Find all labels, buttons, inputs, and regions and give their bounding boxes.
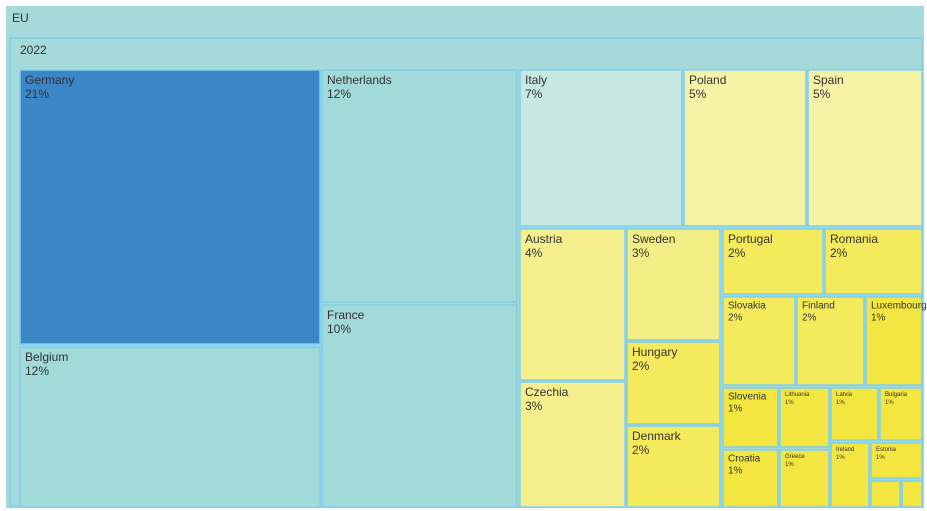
tile-value: 12%: [25, 364, 49, 378]
tile-value: 1%: [836, 455, 845, 461]
tile-value: 1%: [728, 465, 743, 476]
tile-label: Hungary: [632, 345, 677, 359]
tile-value: 5%: [689, 87, 707, 101]
tile-label: France: [327, 308, 365, 322]
tile: [683, 69, 807, 227]
tile-label: Lithuania: [785, 392, 810, 398]
tile-label: Germany: [25, 73, 74, 87]
tile-value: 12%: [327, 87, 351, 101]
tile: [779, 449, 830, 508]
tile: [519, 228, 626, 381]
root-label: EU: [12, 11, 29, 25]
tile-label: Romania: [830, 232, 878, 246]
tile-value: 2%: [728, 246, 746, 260]
tile: [865, 296, 923, 386]
tile-label: Estonia: [876, 447, 897, 453]
tile-label: Poland: [689, 73, 726, 87]
group-label: 2022: [20, 43, 47, 57]
tiny-tile: [870, 480, 901, 508]
tile: [870, 442, 923, 479]
tiny-tile: [901, 480, 923, 508]
tile-label: Finland: [802, 300, 835, 311]
tile: [722, 296, 796, 386]
tile: [626, 341, 721, 425]
tile: [519, 381, 626, 508]
tile-value: 1%: [785, 400, 794, 406]
tile-value: 2%: [830, 246, 848, 260]
tile-value: 2%: [728, 312, 743, 323]
tile-label: Sweden: [632, 232, 675, 246]
tile-value: 10%: [327, 322, 351, 336]
tile: [626, 228, 721, 341]
tile-label: Czechia: [525, 385, 569, 399]
tile-value: 2%: [802, 312, 817, 323]
tile-value: 1%: [785, 462, 794, 468]
tile-value: 3%: [525, 399, 543, 413]
tile: [722, 228, 824, 295]
tile-value: 4%: [525, 246, 543, 260]
tile: [779, 387, 830, 448]
tile: [830, 387, 879, 441]
tile-value: 21%: [25, 87, 49, 101]
tile-value: 2%: [632, 359, 650, 373]
tile-label: Portugal: [728, 232, 773, 246]
tile: [519, 69, 683, 227]
tile-label: Austria: [525, 232, 563, 246]
tile: [807, 69, 923, 227]
tile: [321, 69, 518, 303]
tile: [19, 69, 321, 345]
tile-label: Greece: [785, 454, 805, 460]
tile-value: 1%: [836, 400, 845, 406]
tile: [626, 425, 721, 508]
tile-value: 1%: [876, 455, 885, 461]
tile-label: Denmark: [632, 429, 682, 443]
tile-label: Croatia: [728, 453, 761, 464]
tile-value: 1%: [871, 312, 886, 323]
tile: [824, 228, 923, 295]
tile-value: 1%: [885, 400, 894, 406]
tile-value: 5%: [813, 87, 831, 101]
tile: [830, 442, 870, 508]
tile-label: Ireland: [836, 447, 854, 453]
tile-label: Slovenia: [728, 391, 767, 402]
tile-value: 2%: [632, 443, 650, 457]
tile-label: Slovakia: [728, 300, 766, 311]
tile: [722, 387, 779, 448]
tile: [796, 296, 865, 386]
tile: [321, 304, 518, 508]
tile-value: 3%: [632, 246, 650, 260]
tile-value: 1%: [728, 403, 743, 414]
tile-label: Italy: [525, 73, 547, 87]
tile: [879, 387, 923, 441]
tile: [19, 346, 321, 508]
tile-label: Latvia: [836, 392, 853, 398]
tile: [722, 449, 779, 508]
tile-label: Netherlands: [327, 73, 392, 87]
tile-value: 7%: [525, 87, 543, 101]
tile-label: Bulgaria: [885, 392, 908, 398]
tile-label: Luxembourg: [871, 300, 927, 311]
tile-label: Belgium: [25, 350, 68, 364]
tile-label: Spain: [813, 73, 844, 87]
